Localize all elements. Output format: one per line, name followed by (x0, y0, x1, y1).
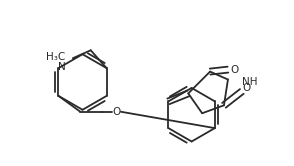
Text: O: O (243, 83, 251, 93)
Text: O: O (112, 107, 120, 117)
Text: O: O (231, 65, 239, 75)
Text: NH: NH (242, 77, 257, 86)
Text: H₃C: H₃C (46, 52, 65, 62)
Text: N: N (58, 62, 65, 72)
